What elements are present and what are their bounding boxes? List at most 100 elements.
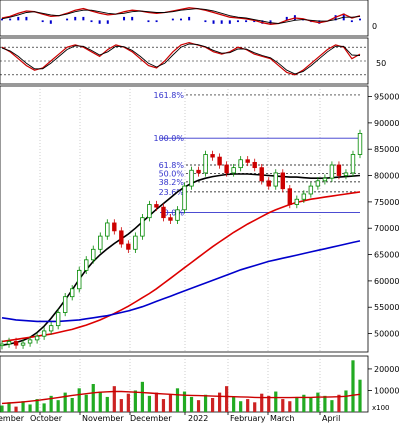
macd-line-1 [1,8,361,24]
candle-body [112,222,117,232]
volume-bar [323,395,327,412]
candle-body [126,243,131,250]
candle-body [224,164,229,174]
volume-bar [14,406,18,412]
price-vertical-grid [39,86,321,352]
volume-bar [232,396,236,412]
volume-bar [316,392,320,412]
candle-body [182,185,187,211]
price-axis: 50000 55000 60000 65000 70000 75000 80000 85000… [368,93,399,339]
volume-bar [358,379,362,412]
candle-body [231,167,236,174]
volume-bar [302,394,306,412]
candle-body [48,325,54,332]
volume-ma-line [1,390,361,405]
fibonacci-label: 0.0% [164,208,185,217]
stochastic-panel: 50 [0,37,386,85]
x-tick-label: ember [0,414,25,423]
volume-bar [337,394,341,412]
volume-bar [91,384,95,412]
volume-bar [119,399,123,412]
candle-body [287,188,293,205]
volume-bar [267,395,271,412]
candle-body [13,341,19,346]
candle-body [62,296,68,313]
x-tick-label: December [130,414,172,423]
volume-bar [49,395,53,412]
candle-body [343,172,349,176]
fibonacci-label: 161.8% [153,91,184,100]
candle-body [6,341,12,345]
price-tick-label: 90000 [374,119,399,128]
candle-body [189,169,194,187]
volume-bar [274,391,278,412]
candle-body [0,343,5,347]
candle-body [175,209,180,221]
volume-bar [147,395,152,412]
volume-bar [154,392,159,412]
x-axis: ember October November December 2022 February… [0,412,340,423]
volume-bar [84,394,88,412]
macd-tick-label: 0 [372,22,377,31]
candle-body [266,180,271,187]
volume-bar [70,398,74,412]
candle-body [350,154,356,174]
candle-body [280,172,285,190]
candle-body [294,198,300,205]
price-tick-label: 70000 [374,224,399,233]
macd-lines [1,7,361,25]
candle-body [259,167,264,182]
price-tick-label: 50000 [374,330,399,339]
fibonacci-label: 61.8% [159,161,185,170]
volume-axis: 10000 20000 [368,365,399,395]
volume-bar [21,401,25,412]
volume-moving-average [1,390,361,405]
candle-body [98,235,103,250]
volume-bar [196,400,201,412]
candle-body [322,177,328,182]
volume-bar [344,390,348,412]
price-tick-label: 55000 [374,303,399,312]
candle-body [329,164,335,179]
candle-body [147,204,152,219]
fibonacci-label: 38.2% [159,178,185,187]
candle-body [34,335,40,341]
volume-bar [351,360,355,412]
candle-body [315,180,321,187]
volume-bar [189,396,194,412]
x-tick-label: October [30,414,63,423]
volume-tick-label: 10000 [374,386,399,395]
candle-body [20,342,26,346]
candle-body [210,154,215,158]
candle-body [357,133,363,155]
volume-bar [98,391,102,412]
candle-body [161,206,166,219]
volume-bar [218,392,222,412]
volume-bar [330,400,334,412]
stochastic-tick-label: 50 [376,59,386,68]
price-tick-label: 60000 [374,277,399,286]
stochastic-line-0 [1,41,361,76]
volume-bar [281,399,285,412]
moving-average-MA20 [1,173,361,346]
candle-body [245,159,250,163]
volume-bar [309,398,313,412]
candle-body [41,330,47,337]
volume-bar [246,399,250,412]
stochastic-line-1 [1,43,361,75]
candle-body [140,217,145,237]
candle-body [133,235,138,250]
candle-body [252,161,257,169]
fibonacci-label: 100.0% [153,134,184,143]
price-tick-label: 85000 [374,145,399,154]
macd-frame [0,0,369,37]
candle-body [27,339,33,344]
price-tick-label: 65000 [374,251,399,260]
volume-bar [133,390,137,412]
volume-bar [140,381,144,412]
volume-bar [28,404,32,412]
candlesticks [0,129,363,350]
volume-bar [35,399,39,412]
volume-bar [288,401,292,412]
stochastic-lines [1,41,361,76]
